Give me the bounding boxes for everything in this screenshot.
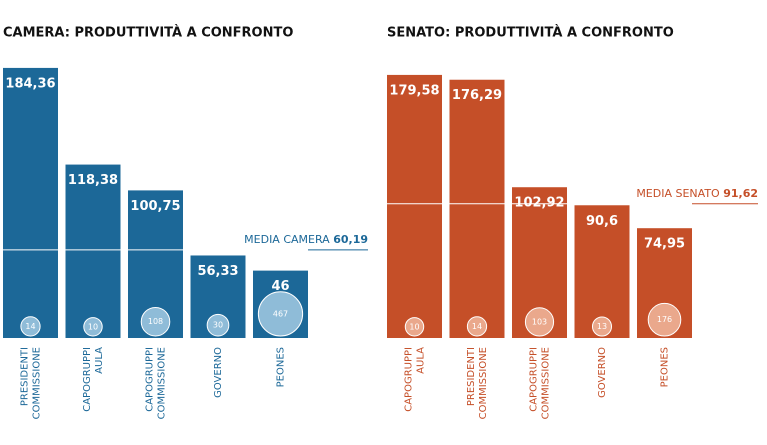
mean-value: 60,19 xyxy=(333,233,368,246)
count-circle xyxy=(404,317,425,337)
bar xyxy=(574,205,630,338)
value-label: 100,75 xyxy=(130,199,180,214)
count-circle xyxy=(20,316,41,337)
category-label: CAPOGRUPPICOMMISSIONE xyxy=(529,347,552,419)
mean-label: MEDIA SENATO 91,62 xyxy=(636,187,758,200)
bar xyxy=(65,164,121,338)
count-label: 10 xyxy=(88,322,98,331)
count-label: 108 xyxy=(148,317,163,326)
count-label: 14 xyxy=(472,322,482,331)
count-label: 13 xyxy=(597,322,607,331)
mean-label: MEDIA CAMERA 60,19 xyxy=(244,233,368,246)
count-label: 467 xyxy=(273,309,288,318)
mean-label-text: MEDIA CAMERA xyxy=(244,233,330,246)
category-label: CAPOGRUPPIAULA xyxy=(404,347,427,412)
value-label: 56,33 xyxy=(197,264,238,279)
value-label: 184,36 xyxy=(5,76,55,91)
chart-title: SENATO: PRODUTTIVITÀ A CONFRONTO xyxy=(387,25,674,41)
category-label: PEONES xyxy=(276,347,287,387)
value-label: 118,38 xyxy=(68,173,118,188)
value-label: 46 xyxy=(271,279,289,294)
count-label: 14 xyxy=(25,322,35,331)
count-circle xyxy=(206,313,230,337)
count-circle xyxy=(83,317,103,337)
value-label: 90,6 xyxy=(586,214,618,229)
count-label: 30 xyxy=(213,321,223,330)
bar xyxy=(449,79,505,338)
count-circle xyxy=(647,302,682,337)
value-label: 179,58 xyxy=(389,83,439,98)
category-label: PRESIDENTICOMMISSIONE xyxy=(20,347,43,419)
chart-title: CAMERA: PRODUTTIVITÀ A CONFRONTO xyxy=(3,25,293,41)
category-label: PEONES xyxy=(660,347,671,387)
count-label: 10 xyxy=(409,322,419,331)
category-label: GOVERNO xyxy=(597,347,608,398)
mean-label-text: MEDIA SENATO xyxy=(636,187,720,200)
count-circle xyxy=(140,306,171,337)
category-label: CAPOGRUPPIAULA xyxy=(82,347,105,412)
bar xyxy=(387,74,442,339)
value-label: 74,95 xyxy=(644,237,685,252)
count-label: 103 xyxy=(532,317,547,326)
category-label: CAPOGRUPPICOMMISSIONE xyxy=(145,347,168,419)
count-circle xyxy=(591,316,613,337)
count-circle xyxy=(466,316,488,337)
value-label: 176,29 xyxy=(452,88,502,103)
count-circle xyxy=(257,291,304,337)
count-label: 176 xyxy=(657,315,672,324)
bar xyxy=(3,67,58,338)
count-circle xyxy=(524,307,555,337)
category-label: PRESIDENTICOMMISSIONE xyxy=(466,347,489,419)
value-label: 102,92 xyxy=(514,196,564,211)
category-label: GOVERNO xyxy=(213,347,224,398)
mean-value: 91,62 xyxy=(723,187,758,200)
